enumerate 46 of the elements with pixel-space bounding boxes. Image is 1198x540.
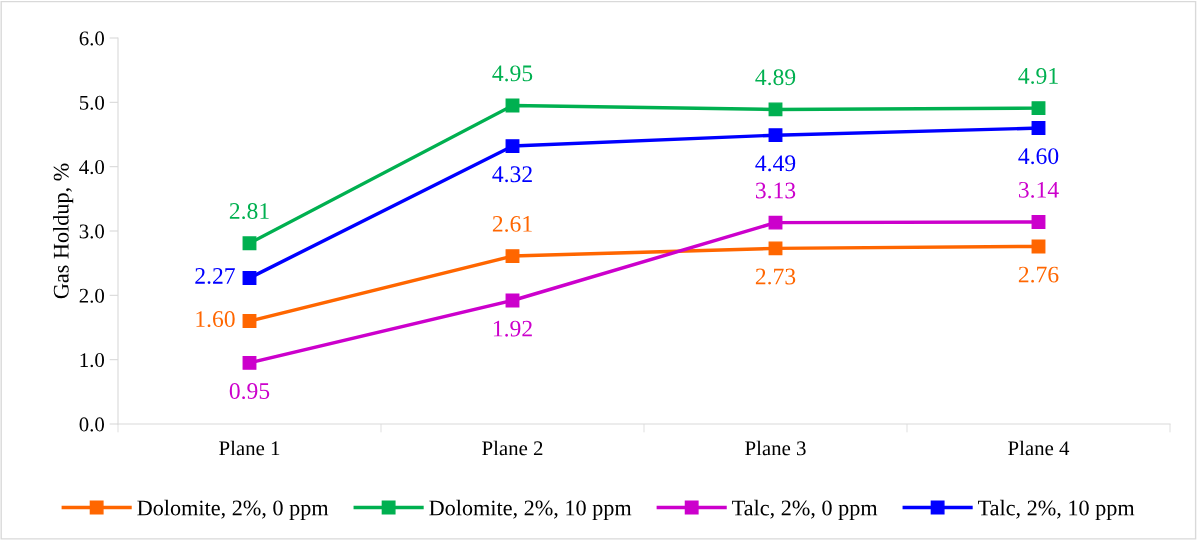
x-tick-label: Plane 4 <box>1008 440 1070 456</box>
x-tick-label: Plane 2 <box>482 440 543 456</box>
data-label: 2.27 <box>195 268 235 284</box>
point <box>1031 215 1046 229</box>
point <box>768 128 783 143</box>
legend-label: Dolomite, 2%, 10 ppm <box>429 499 632 520</box>
point <box>242 271 257 285</box>
data-label: 4.89 <box>755 69 796 86</box>
data-label: 2.76 <box>1018 266 1059 283</box>
data-label: 4.95 <box>492 65 533 82</box>
legend-label: Talc, 2%, 0 ppm <box>732 499 878 520</box>
point <box>242 236 257 251</box>
data-label: 4.60 <box>1018 148 1059 165</box>
x-tick-label: Plane 1 <box>219 440 280 456</box>
y-tick-label: 5.0 <box>79 95 105 110</box>
data-label: 4.49 <box>755 155 796 172</box>
data-label: 1.60 <box>196 311 235 328</box>
point <box>768 102 783 117</box>
data-label: 0.95 <box>229 383 270 400</box>
data-label: 2.73 <box>755 268 796 285</box>
y-tick-label: 3.0 <box>79 224 105 239</box>
x-tick-label: Plane 3 <box>745 440 806 456</box>
data-label: 4.91 <box>1018 68 1058 84</box>
legend-label: Talc, 2%, 10 ppm <box>978 499 1135 520</box>
point <box>1031 239 1046 254</box>
point <box>242 314 257 329</box>
y-tick-label: 4.0 <box>79 160 105 175</box>
point <box>242 355 257 370</box>
point <box>768 241 783 256</box>
point <box>1031 121 1046 136</box>
point <box>1031 101 1046 116</box>
y-tick-label: 2.0 <box>79 288 105 303</box>
y-tick-label: 1.0 <box>80 353 105 368</box>
data-label: 2.61 <box>492 215 532 232</box>
point <box>505 139 520 154</box>
y-tick-label: 6.0 <box>79 31 105 46</box>
y-tick-label: 0.0 <box>79 417 105 432</box>
data-label: 4.32 <box>492 166 532 183</box>
data-label: 3.13 <box>755 182 796 199</box>
data-label: 3.14 <box>1018 181 1059 198</box>
y-axis-title: Gas Holdup, % <box>53 163 74 299</box>
point <box>768 215 783 230</box>
legend-label: Dolomite, 2%, 0 ppm <box>137 499 329 520</box>
data-label: 1.92 <box>493 320 532 337</box>
data-label: 2.81 <box>229 203 269 220</box>
point <box>505 249 520 264</box>
